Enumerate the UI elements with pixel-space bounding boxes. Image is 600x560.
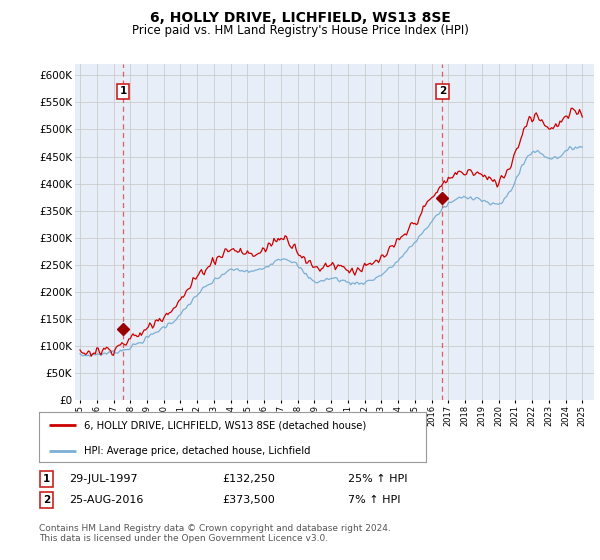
Text: 7% ↑ HPI: 7% ↑ HPI	[348, 495, 401, 505]
Text: 25-AUG-2016: 25-AUG-2016	[69, 495, 143, 505]
Text: 1: 1	[43, 474, 50, 484]
Text: 29-JUL-1997: 29-JUL-1997	[69, 474, 137, 484]
Text: HPI: Average price, detached house, Lichfield: HPI: Average price, detached house, Lich…	[83, 446, 310, 456]
Text: Contains HM Land Registry data © Crown copyright and database right 2024.
This d: Contains HM Land Registry data © Crown c…	[39, 524, 391, 543]
Text: 6, HOLLY DRIVE, LICHFIELD, WS13 8SE (detached house): 6, HOLLY DRIVE, LICHFIELD, WS13 8SE (det…	[83, 420, 366, 430]
Text: £132,250: £132,250	[222, 474, 275, 484]
Text: 25% ↑ HPI: 25% ↑ HPI	[348, 474, 407, 484]
Text: Price paid vs. HM Land Registry's House Price Index (HPI): Price paid vs. HM Land Registry's House …	[131, 24, 469, 36]
Text: 2: 2	[439, 86, 446, 96]
Text: £373,500: £373,500	[222, 495, 275, 505]
Text: 1: 1	[119, 86, 127, 96]
Text: 2: 2	[43, 495, 50, 505]
Text: 6, HOLLY DRIVE, LICHFIELD, WS13 8SE: 6, HOLLY DRIVE, LICHFIELD, WS13 8SE	[149, 11, 451, 25]
